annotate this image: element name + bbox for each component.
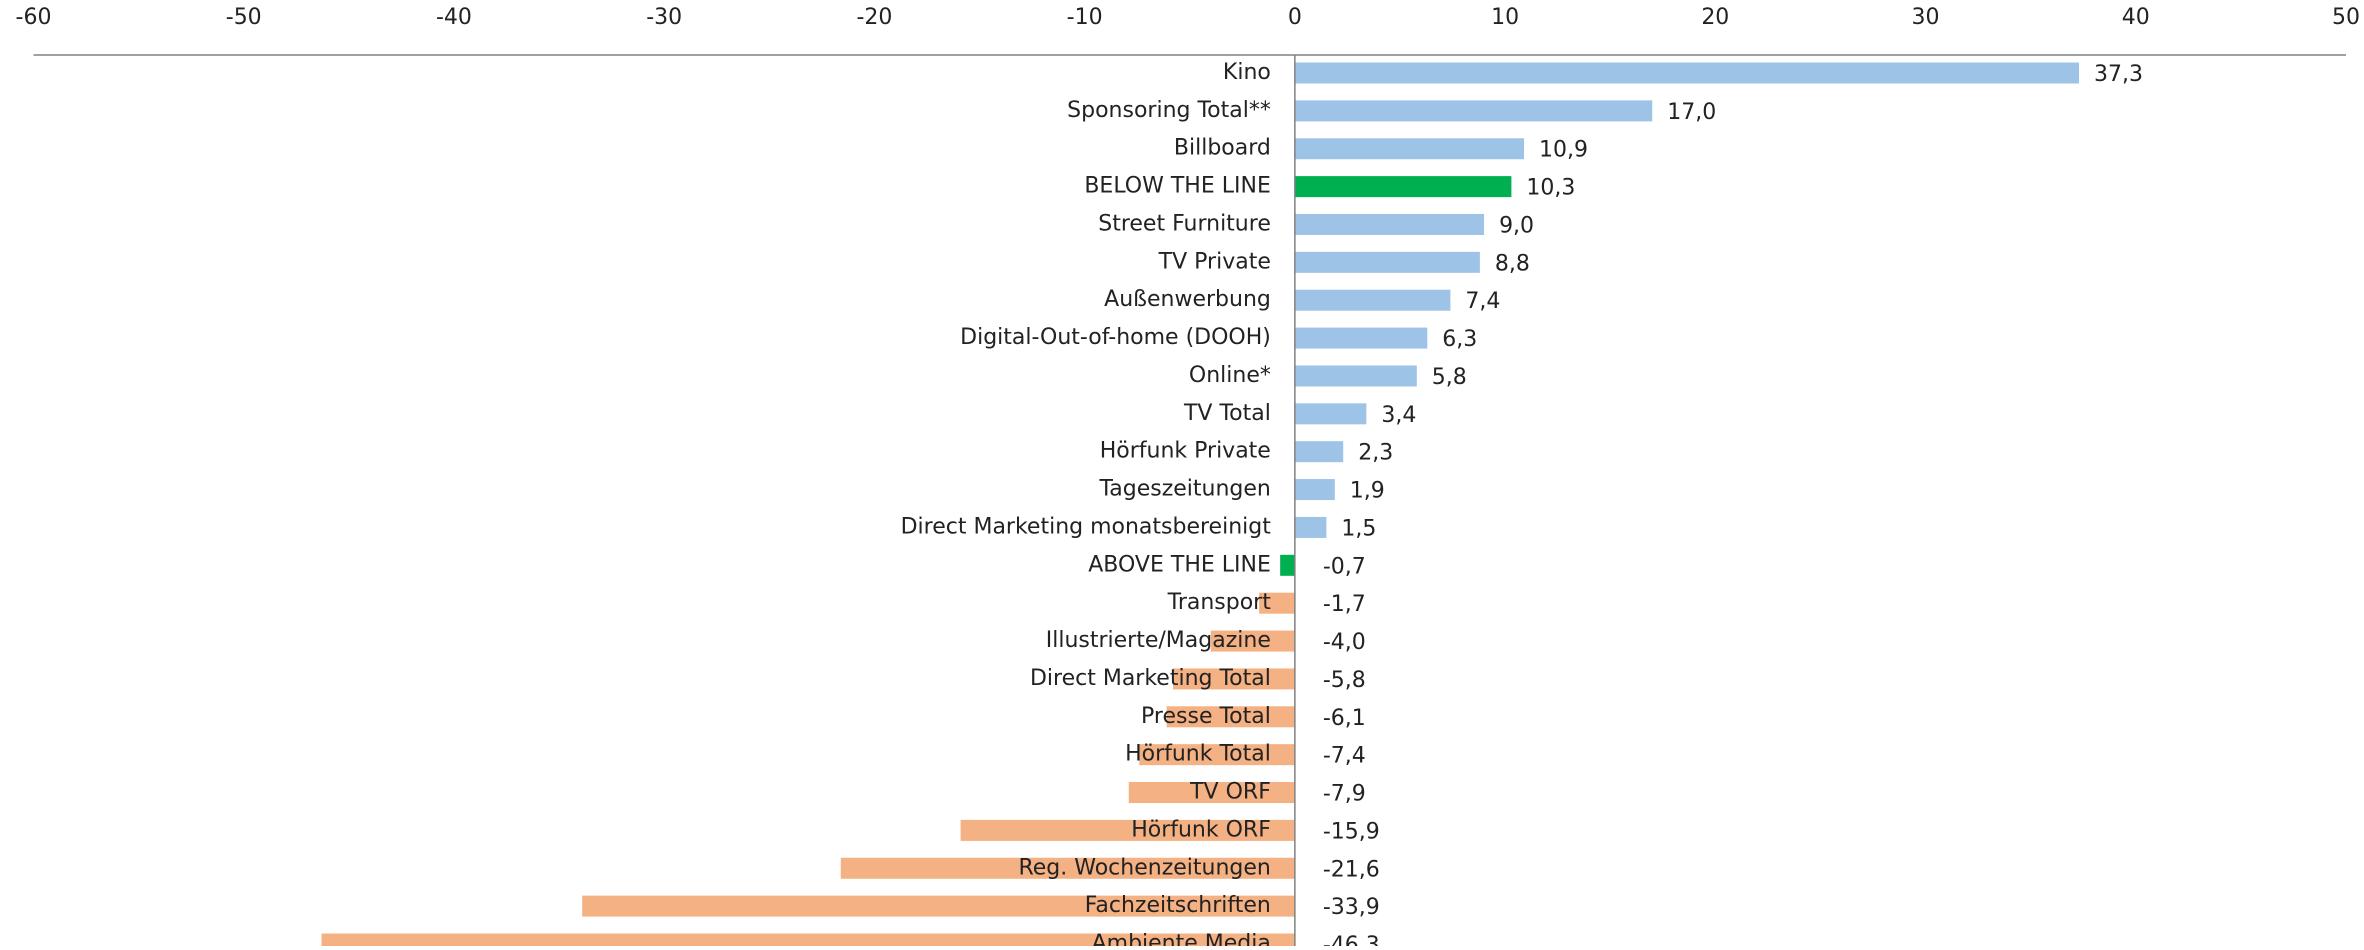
value-label: 9,0 xyxy=(1499,213,1534,238)
bar xyxy=(1280,554,1295,576)
category-label: Illustrierte/Magazine xyxy=(1046,628,1271,653)
bar xyxy=(1294,441,1344,463)
bar xyxy=(1166,706,1295,728)
value-label: 2,3 xyxy=(1358,441,1393,466)
category-label: Sponsoring Total** xyxy=(1067,98,1271,123)
bar xyxy=(1294,138,1525,160)
bar xyxy=(1259,592,1295,614)
value-label: -6,1 xyxy=(1323,706,1366,731)
bar xyxy=(1294,251,1480,273)
bar xyxy=(1294,403,1367,425)
value-label: 17,0 xyxy=(1667,100,1716,125)
category-label: Street Furniture xyxy=(1098,211,1271,236)
value-label: -0,7 xyxy=(1323,554,1366,579)
value-label: 1,5 xyxy=(1341,516,1376,541)
category-label: Online* xyxy=(1189,363,1271,388)
bar xyxy=(1294,327,1428,349)
value-label: -7,9 xyxy=(1323,782,1366,807)
category-label: Direct Marketing monatsbereinigt xyxy=(901,514,1272,539)
x-tick-label: -40 xyxy=(436,5,472,30)
x-tick-label: 40 xyxy=(2122,5,2150,30)
value-label: -4,0 xyxy=(1323,630,1366,655)
category-label: BELOW THE LINE xyxy=(1084,174,1271,199)
x-tick-label: -10 xyxy=(1067,5,1103,30)
bar xyxy=(1128,782,1295,804)
bar xyxy=(1294,62,2080,84)
value-label: -7,4 xyxy=(1323,744,1366,769)
x-tick-label: -20 xyxy=(856,5,892,30)
value-label: -46,3 xyxy=(1323,933,1380,946)
bar xyxy=(1294,365,1417,387)
category-label: Transport xyxy=(1167,590,1272,615)
category-label: Ambiente Media xyxy=(1092,931,1271,946)
category-label: Hörfunk ORF xyxy=(1131,817,1271,842)
bar xyxy=(1294,289,1451,311)
bar xyxy=(582,895,1295,917)
category-label: Fachzeitschriften xyxy=(1085,893,1271,918)
value-label: 10,9 xyxy=(1539,138,1588,163)
x-tick-label: 30 xyxy=(1912,5,1940,30)
bar xyxy=(1172,668,1295,690)
category-label: TV ORF xyxy=(1189,780,1271,805)
x-tick-label: 20 xyxy=(1701,5,1729,30)
value-label: -33,9 xyxy=(1323,895,1380,920)
value-label: 1,9 xyxy=(1350,479,1385,504)
bar xyxy=(1294,479,1335,501)
value-label: 5,8 xyxy=(1432,365,1467,390)
category-label: Kino xyxy=(1223,60,1271,85)
bar xyxy=(840,857,1295,879)
category-label: ABOVE THE LINE xyxy=(1088,552,1271,577)
category-label: Presse Total xyxy=(1141,704,1271,729)
category-label: TV Total xyxy=(1183,401,1271,426)
bar xyxy=(1210,630,1295,652)
category-label: Tageszeitungen xyxy=(1098,477,1270,502)
category-label: Reg. Wochenzeitungen xyxy=(1018,855,1270,880)
category-label: Hörfunk Total xyxy=(1125,742,1271,767)
bar xyxy=(960,819,1295,841)
bar xyxy=(1294,100,1653,122)
category-label: Außenwerbung xyxy=(1104,287,1271,312)
x-tick-label: -30 xyxy=(646,5,682,30)
x-tick-label: 10 xyxy=(1491,5,1519,30)
category-label: TV Private xyxy=(1158,249,1271,274)
category-label: Digital-Out-of-home (DOOH) xyxy=(960,325,1271,350)
value-label: -5,8 xyxy=(1323,668,1366,693)
value-label: 7,4 xyxy=(1465,289,1500,314)
bar xyxy=(1139,744,1295,766)
category-label: Billboard xyxy=(1174,136,1271,161)
category-label: Direct Marketing Total xyxy=(1030,666,1271,691)
value-label: 8,8 xyxy=(1495,251,1530,276)
category-label: Hörfunk Private xyxy=(1100,439,1271,464)
bar xyxy=(1294,176,1512,198)
x-tick-label: -50 xyxy=(226,5,262,30)
value-label: 6,3 xyxy=(1442,327,1477,352)
bar xyxy=(1294,516,1327,538)
x-tick-label: 50 xyxy=(2332,5,2360,30)
x-tick-label: -60 xyxy=(16,5,52,30)
value-label: -21,6 xyxy=(1323,857,1380,882)
value-label: 3,4 xyxy=(1381,403,1416,428)
value-label: -1,7 xyxy=(1323,592,1366,617)
value-label: -15,9 xyxy=(1323,819,1380,844)
value-label: 37,3 xyxy=(2094,62,2143,87)
value-label: 10,3 xyxy=(1526,176,1575,201)
x-tick-label: 0 xyxy=(1288,5,1302,30)
bar xyxy=(1294,213,1485,235)
